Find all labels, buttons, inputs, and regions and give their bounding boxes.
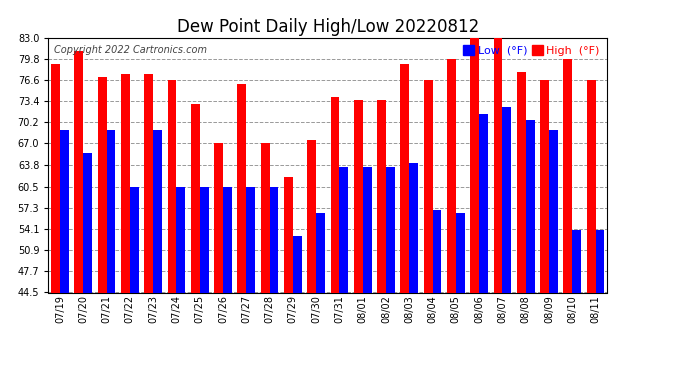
Title: Dew Point Daily High/Low 20220812: Dew Point Daily High/Low 20220812 <box>177 18 479 36</box>
Bar <box>51 64 60 375</box>
Bar <box>564 59 572 375</box>
Bar <box>199 186 208 375</box>
Bar <box>177 186 185 375</box>
Bar <box>98 77 106 375</box>
Legend: Low  (°F), High  (°F): Low (°F), High (°F) <box>461 43 602 58</box>
Bar <box>400 64 409 375</box>
Bar <box>502 107 511 375</box>
Bar <box>409 164 418 375</box>
Bar <box>144 74 153 375</box>
Bar <box>586 80 595 375</box>
Bar <box>83 153 92 375</box>
Bar <box>377 100 386 375</box>
Bar <box>293 236 302 375</box>
Bar <box>60 130 69 375</box>
Bar <box>424 80 433 375</box>
Bar <box>595 230 604 375</box>
Bar <box>526 120 535 375</box>
Bar <box>191 104 199 375</box>
Bar <box>75 51 83 375</box>
Bar <box>246 186 255 375</box>
Bar <box>386 166 395 375</box>
Bar <box>549 130 558 375</box>
Bar <box>433 210 442 375</box>
Bar <box>121 74 130 375</box>
Bar <box>237 84 246 375</box>
Bar <box>214 144 223 375</box>
Bar <box>307 140 316 375</box>
Bar <box>261 144 270 375</box>
Bar <box>316 213 325 375</box>
Bar <box>284 177 293 375</box>
Bar <box>223 186 232 375</box>
Bar <box>354 100 363 375</box>
Bar <box>540 80 549 375</box>
Bar <box>270 186 278 375</box>
Bar <box>106 130 115 375</box>
Bar <box>363 166 371 375</box>
Bar <box>331 97 339 375</box>
Bar <box>572 230 581 375</box>
Bar <box>493 38 502 375</box>
Bar <box>479 114 488 375</box>
Text: Copyright 2022 Cartronics.com: Copyright 2022 Cartronics.com <box>54 45 207 55</box>
Bar <box>130 186 139 375</box>
Bar <box>339 166 348 375</box>
Bar <box>517 72 526 375</box>
Bar <box>153 130 162 375</box>
Bar <box>447 59 456 375</box>
Bar <box>456 213 464 375</box>
Bar <box>168 80 177 375</box>
Bar <box>471 38 479 375</box>
